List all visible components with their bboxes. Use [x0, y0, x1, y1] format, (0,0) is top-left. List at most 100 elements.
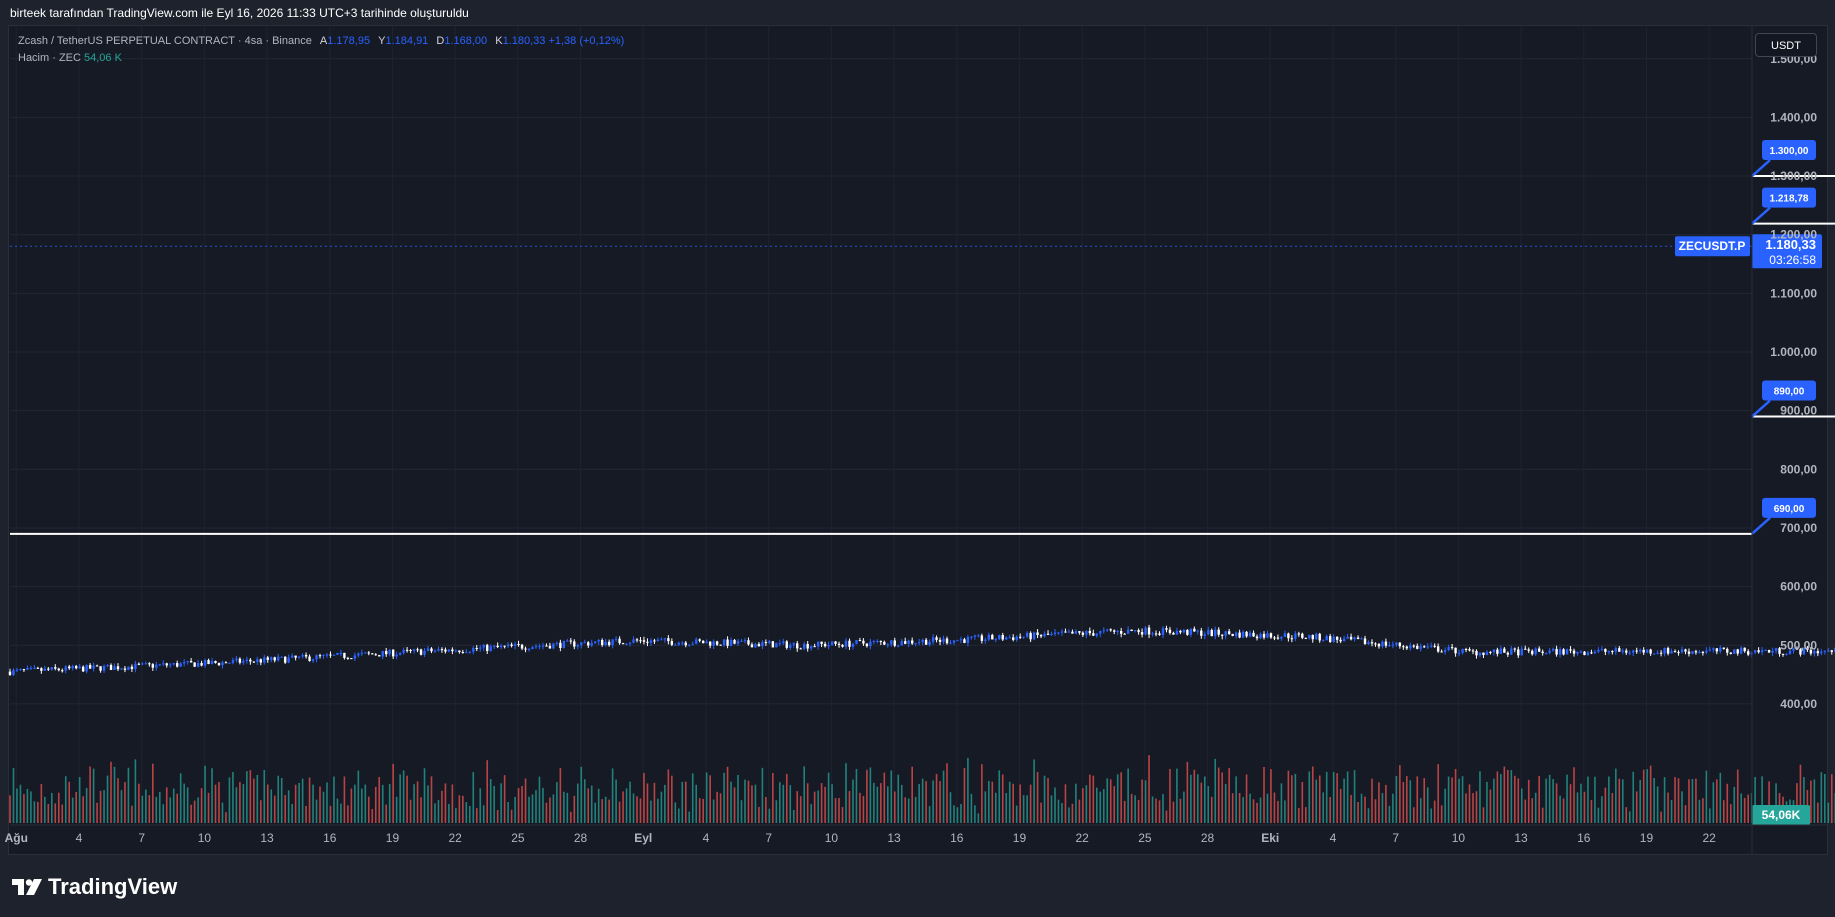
volume-bar: [451, 784, 454, 823]
candle: [782, 641, 785, 644]
candle: [667, 638, 670, 642]
volume-bar: [1768, 781, 1770, 823]
candle: [597, 639, 600, 642]
candle: [116, 666, 120, 670]
candle: [569, 640, 573, 642]
volume-bar: [573, 795, 576, 823]
symbol-badge-label: ZECUSDT.P: [1679, 239, 1746, 253]
y-tick-label: 1.100,00: [1770, 286, 1817, 300]
volume-bar: [124, 782, 126, 823]
volume-bar: [1503, 766, 1506, 823]
candle: [444, 649, 447, 652]
volume-bar: [423, 768, 426, 823]
candle: [639, 640, 642, 642]
candle: [1639, 649, 1642, 652]
volume-bar: [636, 796, 638, 823]
x-tick-label: 10: [198, 831, 212, 845]
volume-bar: [57, 792, 60, 823]
volume-bar: [381, 784, 384, 823]
candle: [1315, 633, 1318, 640]
candle: [1328, 636, 1332, 642]
volume-bar: [1054, 787, 1056, 823]
volume-bar: [1008, 781, 1011, 823]
currency-button[interactable]: USDT: [1755, 33, 1817, 57]
volume-bar: [448, 803, 450, 823]
candle: [172, 663, 175, 665]
volume-bar: [535, 790, 537, 823]
candle: [235, 658, 238, 661]
volume-bar: [1106, 778, 1109, 823]
volume-label[interactable]: Hacim · ZEC: [18, 52, 81, 64]
candle: [1301, 633, 1304, 638]
volume-bar: [1022, 795, 1025, 823]
candle: [486, 644, 489, 652]
candle: [1259, 633, 1262, 639]
volume-bar: [597, 788, 600, 823]
volume-bar: [475, 808, 478, 823]
candle: [531, 647, 534, 650]
volume-bar: [1350, 795, 1352, 823]
volume-bar: [1318, 775, 1321, 823]
candle: [1109, 629, 1112, 631]
candle: [719, 644, 722, 646]
chart-frame[interactable]: [8, 25, 1828, 855]
x-tick-label: 4: [76, 831, 83, 845]
candle: [1496, 649, 1499, 654]
volume-bar: [542, 787, 544, 823]
tradingview-logo[interactable]: TradingView: [12, 874, 177, 900]
candle: [1628, 652, 1631, 654]
candle: [137, 663, 141, 665]
volume-bar: [1346, 771, 1349, 823]
candle: [970, 636, 973, 638]
candle: [562, 640, 566, 648]
volume-bar: [85, 788, 88, 823]
volume-bar: [932, 780, 934, 823]
volume-bar: [709, 775, 711, 823]
candle: [649, 640, 653, 643]
volume-bar: [308, 777, 311, 823]
volume-bar: [1005, 793, 1008, 823]
candle: [1792, 648, 1795, 651]
volume-bar: [1109, 779, 1112, 823]
candle: [1043, 633, 1046, 637]
candle: [1332, 636, 1335, 642]
volume-bar: [820, 783, 823, 823]
volume-bar: [61, 804, 64, 823]
volume-bar: [1590, 800, 1593, 823]
symbol-title[interactable]: Zcash / TetherUS PERPETUAL CONTRACT · 4s…: [18, 35, 312, 47]
candle: [1475, 650, 1478, 656]
volume-bar: [1555, 783, 1558, 823]
volume-bar: [845, 763, 847, 823]
volume-bar: [1071, 803, 1074, 823]
candle: [1764, 650, 1767, 652]
volume-bar: [1357, 801, 1359, 823]
volume-value: 54,06 K: [84, 52, 122, 64]
volume-bar: [294, 784, 297, 823]
callout-label: 890,00: [1774, 387, 1805, 398]
volume-bar: [514, 796, 516, 823]
volume-bar: [925, 781, 927, 823]
candle: [1189, 628, 1193, 635]
volume-bar: [705, 772, 708, 823]
volume-bar: [646, 783, 649, 823]
volume-bar: [1514, 775, 1516, 823]
candle: [402, 649, 405, 653]
candle: [952, 640, 956, 643]
candle: [1391, 644, 1395, 646]
volume-bar: [242, 784, 245, 823]
candle: [1625, 650, 1628, 653]
candle: [15, 669, 19, 671]
candle: [907, 640, 910, 644]
volume-bar: [71, 797, 74, 823]
high-value: 1.184,91: [385, 35, 429, 47]
volume-bar: [1649, 765, 1652, 823]
volume-bar: [1343, 778, 1345, 823]
volume-bar: [1127, 768, 1129, 823]
volume-bar: [695, 784, 698, 823]
candle: [1806, 647, 1809, 650]
candle: [1018, 636, 1022, 638]
volume-bar: [650, 800, 652, 823]
candle: [1273, 637, 1276, 639]
candle: [747, 640, 750, 645]
